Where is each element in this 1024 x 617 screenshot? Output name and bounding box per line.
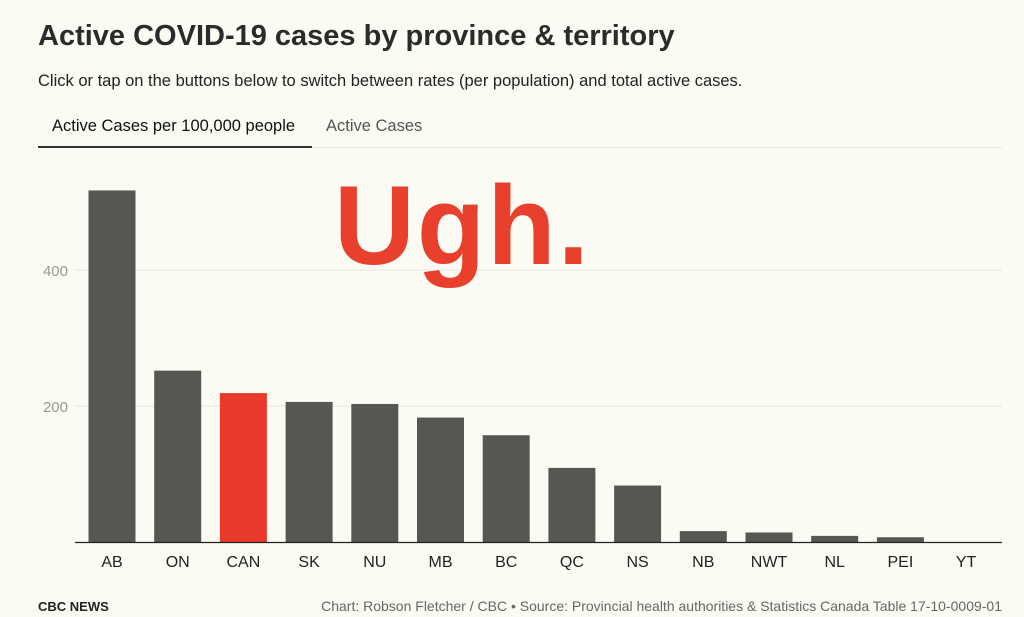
x-tick-label: YT xyxy=(956,554,977,571)
bar-bc xyxy=(482,435,530,542)
chart-subtitle: Click or tap on the buttons below to swi… xyxy=(38,72,743,90)
view-tabs: Active Cases per 100,000 people Active C… xyxy=(38,110,1002,148)
y-tick-label: 200 xyxy=(43,399,68,416)
bar-can xyxy=(219,393,267,542)
x-tick-label: SK xyxy=(298,554,320,571)
brand-label: CBC NEWS xyxy=(38,599,109,614)
x-tick-label: MB xyxy=(429,554,453,571)
bar-chart: 200 400 AB ON CAN SK NU MB BC QC NS NB NWT NL PEI YT xyxy=(43,190,1002,571)
x-tick-label: CAN xyxy=(227,554,261,571)
bar-sk xyxy=(285,401,333,542)
bar-ns xyxy=(614,485,662,542)
bar-mb xyxy=(417,417,464,542)
x-tick-label: NL xyxy=(824,554,845,571)
x-tick-label: PEI xyxy=(888,554,914,571)
bar-ab xyxy=(88,190,136,542)
tab-active-cases[interactable]: Active Cases xyxy=(326,117,423,135)
x-tick-label: QC xyxy=(560,554,584,571)
source-credit: Chart: Robson Fletcher / CBC • Source: P… xyxy=(321,598,1002,614)
x-tick-label: AB xyxy=(101,554,122,571)
bar-on xyxy=(154,370,202,542)
bar-pei xyxy=(876,537,924,542)
tab-active-cases-per-100k[interactable]: Active Cases per 100,000 people xyxy=(38,110,312,148)
x-tick-label: BC xyxy=(495,554,517,571)
x-tick-label: ON xyxy=(166,554,190,571)
x-tick-label: NB xyxy=(692,554,714,571)
chart-title: Active COVID-19 cases by province & terr… xyxy=(38,20,675,52)
y-tick-label: 400 xyxy=(43,263,68,280)
bar-qc xyxy=(548,467,596,542)
bar-nl xyxy=(811,535,859,542)
bar-nwt xyxy=(745,532,793,542)
ugh-annotation: Ugh. xyxy=(334,163,591,288)
x-tick-label: NS xyxy=(626,554,648,571)
bar-nb xyxy=(679,531,727,542)
bar-nu xyxy=(351,403,399,542)
x-tick-label: NU xyxy=(363,554,386,571)
x-tick-label: NWT xyxy=(751,554,788,571)
